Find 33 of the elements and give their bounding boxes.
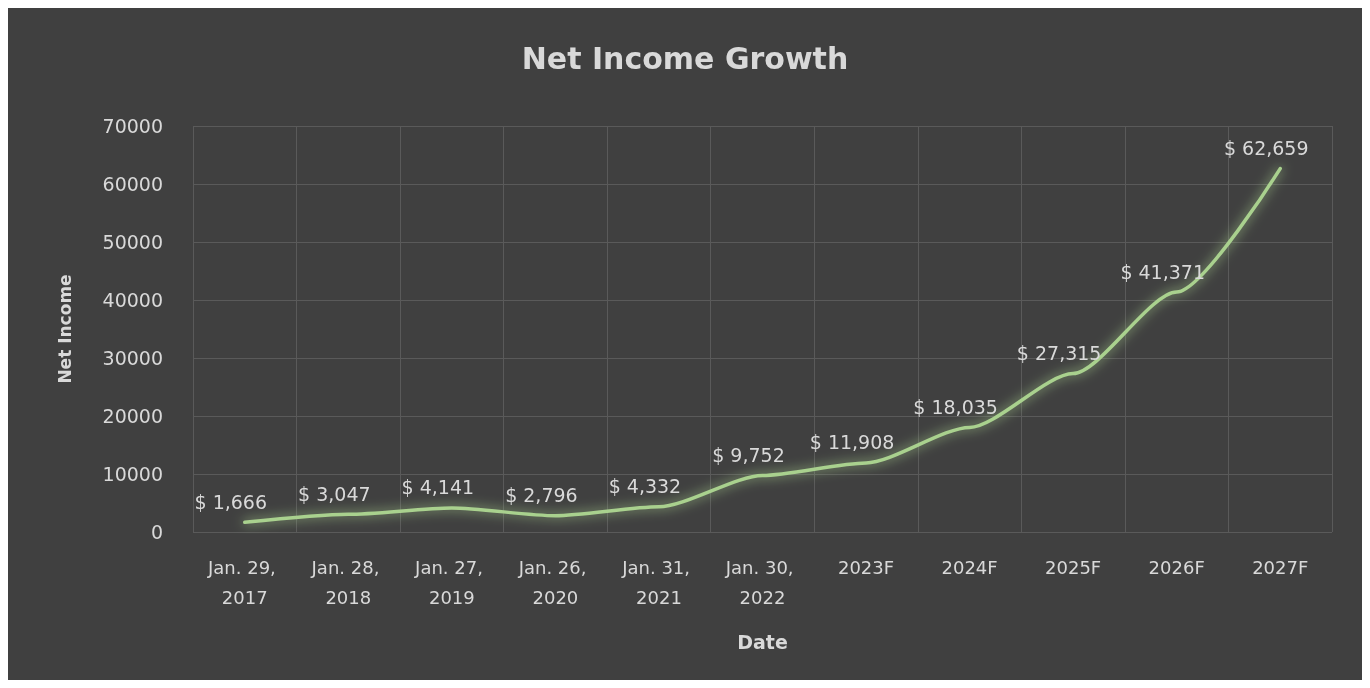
- y-tick-label: 0: [150, 521, 163, 543]
- data-label: $ 1,666: [194, 490, 268, 513]
- data-label: $ 18,035: [913, 395, 998, 418]
- y-axis-title: Net Income: [54, 274, 75, 384]
- y-tick-label: 20000: [102, 405, 163, 427]
- x-tick-label: 2023F: [837, 556, 895, 578]
- data-label: $ 11,908: [809, 431, 895, 454]
- x-tick-label: Jan. 30, 2022: [724, 556, 800, 608]
- x-tick-label: 2026F: [1148, 556, 1205, 578]
- data-label: $ 4,141: [401, 476, 475, 499]
- data-label: $ 9,752: [712, 443, 785, 466]
- x-tick-label: Jan. 27, 2019: [414, 556, 489, 608]
- data-label: $ 41,371: [1120, 260, 1205, 283]
- x-tick-label: Jan. 26, 2020: [517, 556, 593, 608]
- chart-title: Net Income Growth: [521, 40, 849, 76]
- data-label: $ 4,332: [608, 475, 682, 498]
- data-label: $ 27,315: [1016, 342, 1102, 365]
- x-tick-label: 2024F: [941, 556, 998, 578]
- y-tick-label: 10000: [102, 463, 163, 485]
- y-tick-label: 30000: [102, 347, 163, 369]
- x-tick-label: Jan. 29, 2017: [207, 556, 282, 608]
- y-tick-label: 50000: [102, 231, 163, 253]
- x-tick-label: Jan. 28, 2018: [310, 556, 386, 608]
- data-label: $ 62,659: [1223, 137, 1309, 160]
- y-tick-label: 40000: [102, 289, 163, 311]
- x-tick-label: 2025F: [1045, 556, 1102, 578]
- x-tick-label: Jan. 31, 2021: [621, 556, 696, 608]
- x-axis-title: Date: [737, 630, 788, 653]
- y-tick-label: 70000: [102, 115, 163, 137]
- data-label: $ 3,047: [298, 482, 371, 505]
- y-tick-label: 60000: [102, 173, 163, 195]
- x-tick-label: 2027F: [1252, 556, 1309, 578]
- data-label: $ 2,796: [505, 484, 578, 507]
